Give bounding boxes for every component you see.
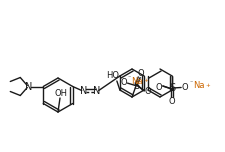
Text: +: + [205, 83, 210, 88]
Text: N: N [80, 85, 87, 95]
Text: Na: Na [193, 81, 205, 90]
Text: HO: HO [106, 71, 119, 79]
Text: O: O [182, 83, 188, 92]
Text: O: O [156, 83, 162, 92]
Text: O: O [169, 97, 176, 105]
Text: Na: Na [132, 77, 143, 86]
Text: O: O [145, 87, 151, 96]
Text: OH: OH [54, 88, 68, 97]
Text: O: O [137, 69, 144, 78]
Text: S: S [169, 83, 175, 93]
Text: N: N [25, 81, 32, 92]
Text: N: N [93, 85, 100, 95]
Text: O: O [120, 78, 127, 87]
Text: S: S [133, 81, 139, 91]
Text: ⁻: ⁻ [189, 81, 192, 86]
Text: +: + [144, 78, 148, 83]
Text: ⁻: ⁻ [128, 77, 131, 82]
